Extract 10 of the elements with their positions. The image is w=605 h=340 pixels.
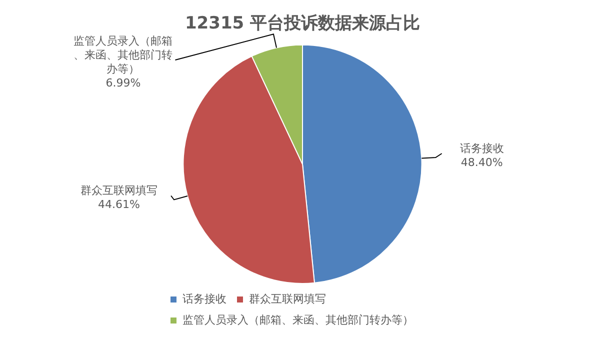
legend-label: 监管人员录入（邮箱、来函、其他部门转办等） <box>182 313 414 326</box>
slice-label: 群众互联网填写 <box>80 184 158 198</box>
slice-label: 监管人员录入（邮箱、来函、其他部门转办等） <box>74 34 173 76</box>
chart-title: 12315 平台投诉数据来源占比 <box>184 14 420 34</box>
slice-label: 话务接收 <box>460 142 504 155</box>
data-label: 48.40% <box>460 156 503 169</box>
legend-label: 话务接收 <box>182 292 226 306</box>
data-label: 6.99% <box>106 76 141 90</box>
data-label: 44.61% <box>98 198 140 212</box>
legend-label: 群众互联网填写 <box>249 292 326 306</box>
